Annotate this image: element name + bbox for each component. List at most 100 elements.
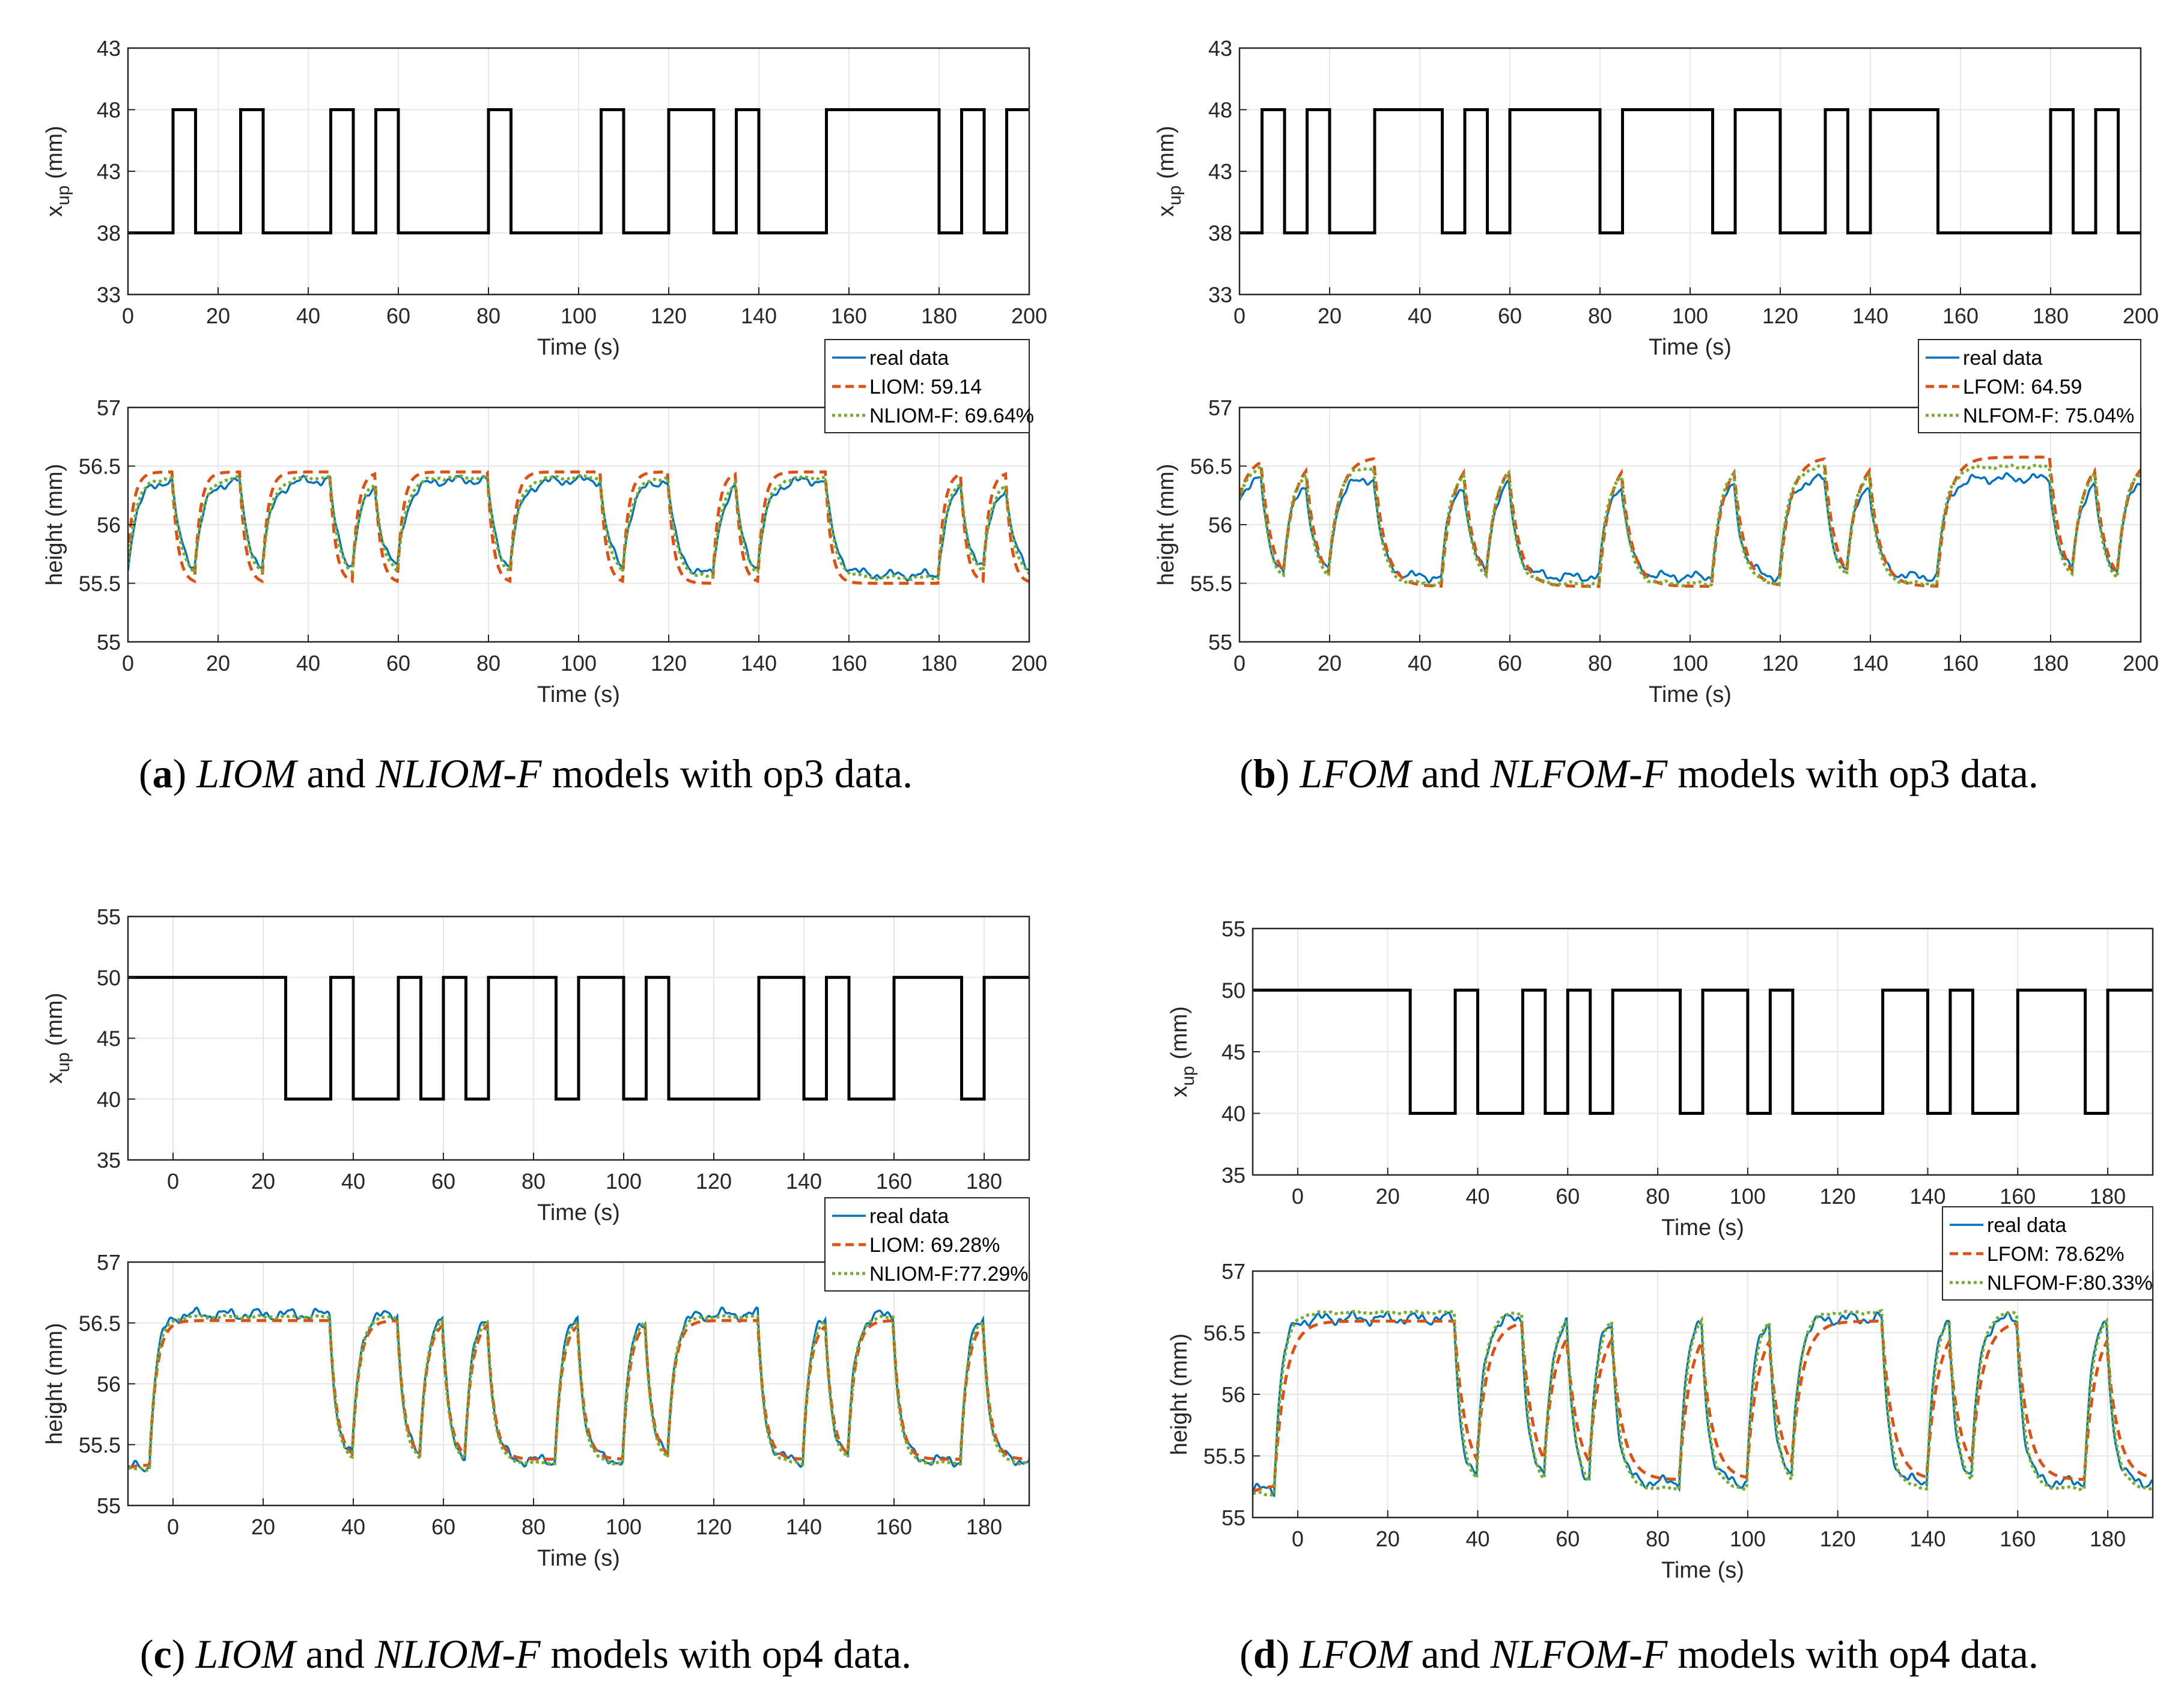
x-tick-label: 60: [386, 304, 410, 328]
y-tick-label: 55.5: [1203, 1444, 1246, 1469]
series-line-nlfom-f: [1253, 1308, 2153, 1497]
x-tick-label: 140: [741, 304, 777, 328]
x-tick-label: 20: [206, 304, 230, 328]
y-tick-label: 43: [1208, 36, 1232, 61]
series-line-x-up: [1240, 108, 2141, 234]
x-tick-label: 140: [1852, 304, 1888, 328]
x-tick-label: 140: [1909, 1527, 1945, 1551]
x-tick-label: 40: [1408, 304, 1432, 328]
y-tick-label: 48: [97, 98, 121, 123]
y-tick-label: 57: [1208, 395, 1232, 420]
x-axis-label: Time (s): [537, 335, 620, 360]
y-axis-label: height (mm): [42, 464, 67, 586]
x-tick-label: 180: [2033, 304, 2069, 328]
y-tick-label: 56: [97, 1372, 121, 1397]
x-axis-label: Time (s): [1649, 682, 1732, 707]
x-tick-label: 180: [2090, 1184, 2126, 1209]
legend-label: NLFOM-F: 75.04%: [1963, 404, 2134, 427]
x-axis-label: Time (s): [537, 1200, 620, 1225]
x-tick-label: 60: [1556, 1184, 1580, 1209]
y-tick-label: 43: [1208, 159, 1232, 184]
x-tick-label: 80: [522, 1169, 546, 1194]
y-tick-label: 56.5: [1203, 1321, 1246, 1346]
x-tick-label: 0: [1292, 1527, 1304, 1551]
x-tick-label: 0: [1233, 304, 1246, 328]
panel-d-bottom: 0 20 40 60 80 100 120 140 160 180 55 55.5 56 56.5 57 Ti…: [1167, 1206, 2154, 1583]
caption-a: (a) LIOM and NLIOM-F models with op3 dat…: [139, 751, 913, 796]
y-axis-label: xup (mm): [42, 993, 73, 1084]
x-tick-label: 100: [1730, 1527, 1766, 1551]
caption-d: (d) LFOM and NLFOM-F models with op4 dat…: [1240, 1631, 2039, 1677]
legend-label: LIOM: 59.14: [869, 376, 982, 398]
series-line-lfom: [1240, 456, 2141, 588]
x-tick-label: 60: [431, 1515, 455, 1539]
x-tick-label: 180: [921, 651, 957, 676]
x-tick-label: 0: [1233, 651, 1246, 676]
x-tick-label: 20: [1376, 1527, 1400, 1551]
x-tick-label: 20: [1318, 304, 1342, 328]
x-tick-label: 160: [1942, 651, 1979, 676]
x-tick-label: 80: [1588, 651, 1612, 676]
x-tick-label: 0: [122, 651, 134, 676]
series-line-x-up: [128, 975, 1029, 1101]
series-line-x-up: [1253, 989, 2153, 1115]
x-tick-label: 160: [876, 1169, 912, 1194]
x-axis-label: Time (s): [1661, 1215, 1744, 1240]
x-tick-label: 180: [966, 1515, 1002, 1539]
x-tick-label: 160: [831, 651, 867, 676]
x-tick-label: 20: [1318, 651, 1342, 676]
x-tick-label: 0: [167, 1169, 179, 1194]
legend: real data LFOM: 78.62% NLFOM-F:80.33%: [1942, 1206, 2153, 1301]
x-tick-label: 20: [206, 651, 230, 676]
y-tick-label: 45: [1221, 1040, 1246, 1064]
y-tick-label: 56.5: [79, 1311, 121, 1335]
y-tick-label: 55: [1221, 917, 1246, 941]
x-tick-label: 200: [2123, 304, 2159, 328]
y-tick-label: 48: [1208, 98, 1232, 123]
x-tick-label: 80: [1646, 1184, 1670, 1209]
legend-label: NLIOM-F:77.29%: [869, 1263, 1029, 1286]
y-tick-label: 57: [1221, 1259, 1246, 1284]
x-tick-label: 80: [476, 651, 500, 676]
series-line-liom: [128, 470, 1029, 585]
y-tick-label: 56: [97, 513, 121, 537]
x-tick-label: 120: [1762, 304, 1798, 328]
y-tick-label: 38: [97, 221, 121, 246]
y-tick-label: 56.5: [79, 454, 121, 479]
x-tick-label: 160: [876, 1515, 912, 1539]
x-tick-label: 140: [1852, 651, 1888, 676]
legend-label: real data: [869, 1205, 949, 1228]
legend-label: LFOM: 78.62%: [1987, 1243, 2125, 1266]
x-tick-label: 200: [1011, 651, 1047, 676]
x-tick-label: 60: [1498, 304, 1522, 328]
series-line-nlfom-f: [1240, 463, 2141, 588]
x-tick-label: 140: [741, 651, 777, 676]
x-tick-label: 160: [831, 304, 867, 328]
y-tick-label: 33: [97, 282, 121, 307]
x-tick-label: 40: [1465, 1184, 1489, 1209]
y-axis-label: xup (mm): [42, 126, 73, 217]
x-tick-label: 120: [1762, 651, 1798, 676]
y-tick-label: 40: [97, 1087, 121, 1112]
x-tick-label: 20: [1376, 1184, 1400, 1209]
x-tick-label: 120: [1820, 1527, 1856, 1551]
x-tick-label: 160: [2000, 1527, 2036, 1551]
x-tick-label: 180: [921, 304, 957, 328]
y-axis-label: height (mm): [1167, 1334, 1192, 1456]
x-tick-label: 140: [786, 1169, 822, 1194]
series-line-nliom-f: [128, 473, 1029, 581]
x-tick-label: 180: [2033, 651, 2069, 676]
x-tick-label: 180: [2090, 1527, 2126, 1551]
x-tick-label: 60: [1498, 651, 1522, 676]
x-tick-label: 120: [696, 1515, 732, 1539]
series-line-liom: [128, 1319, 1029, 1470]
caption-b: (b) LFOM and NLFOM-F models with op3 dat…: [1240, 751, 2039, 796]
x-tick-label: 60: [431, 1169, 455, 1194]
y-tick-label: 55.5: [79, 1433, 121, 1457]
y-tick-label: 55: [97, 630, 121, 654]
y-tick-label: 56: [1208, 513, 1232, 537]
y-tick-label: 50: [97, 965, 121, 990]
y-tick-label: 57: [97, 1250, 121, 1275]
x-tick-label: 40: [296, 651, 320, 676]
